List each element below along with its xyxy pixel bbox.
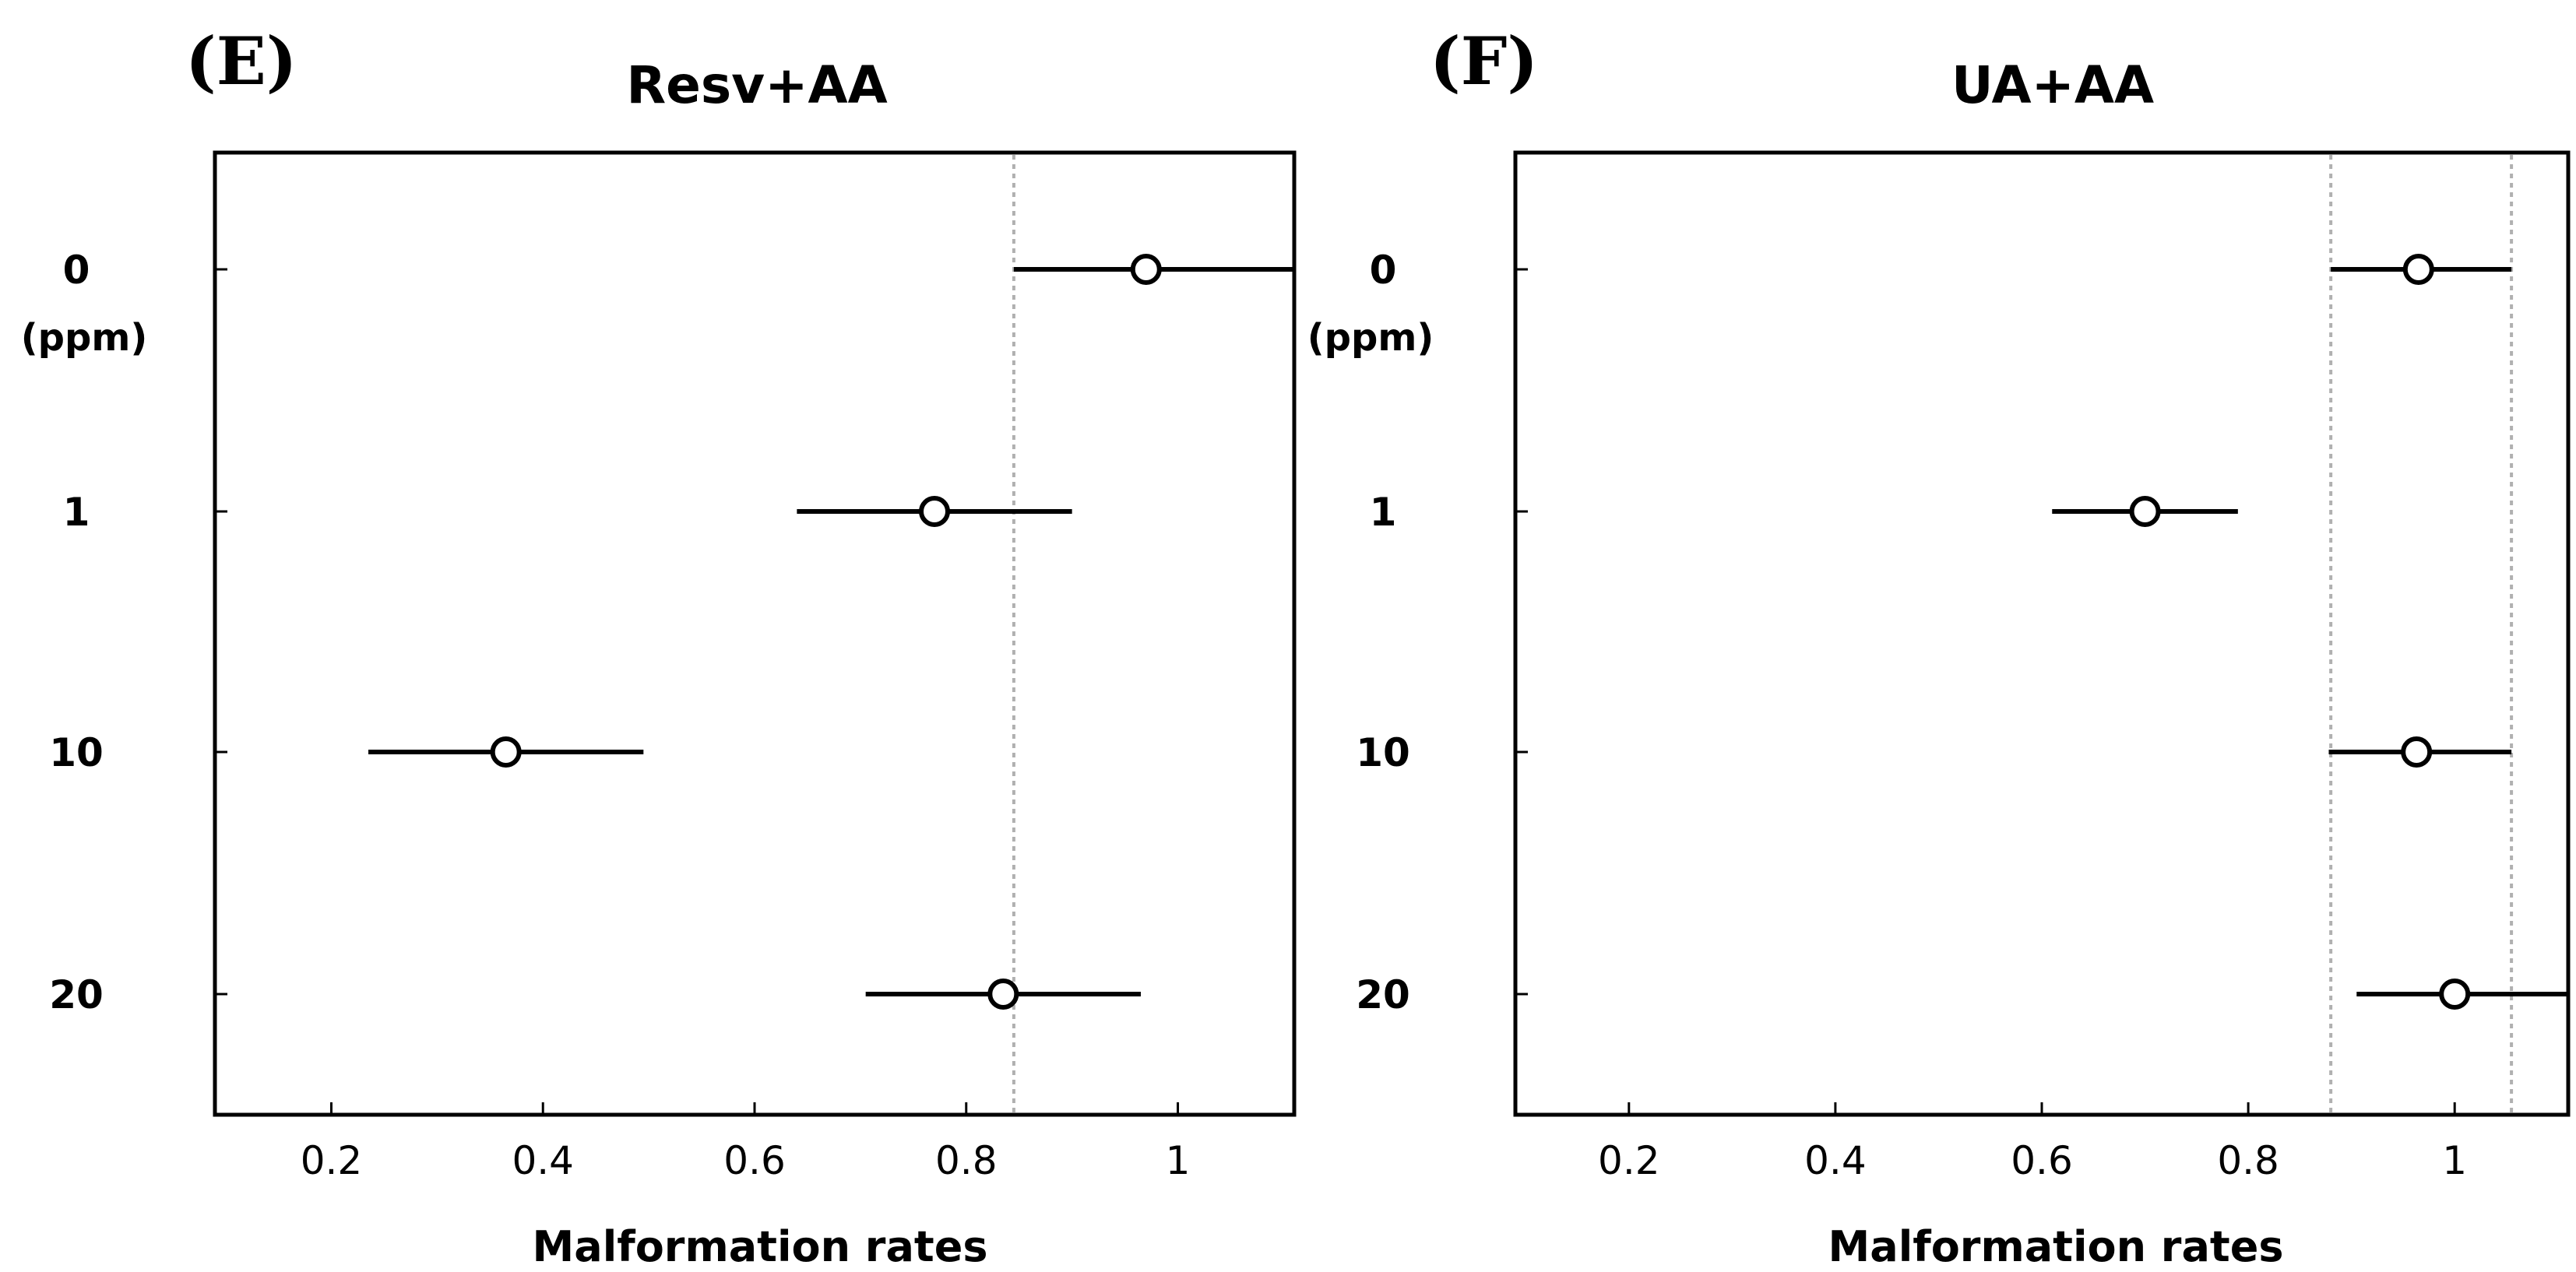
x-tick-label: 0.2	[301, 1138, 363, 1183]
point-estimate	[490, 736, 522, 768]
y-tick-label: 0	[1370, 248, 1397, 293]
x-tick-label: 0.6	[723, 1138, 786, 1183]
x-axis-title: Malformation rates	[533, 1222, 988, 1271]
x-tick-label: 0.8	[2217, 1138, 2279, 1183]
y-tick-label: 20	[1356, 972, 1410, 1017]
y-tick-label: 10	[49, 730, 104, 775]
y-axis-ticks: 0 1 10 20	[1356, 248, 1528, 1017]
x-axis-title: Malformation rates	[1828, 1222, 2284, 1271]
y-tick-label: 1	[1370, 490, 1397, 535]
data-marks	[2052, 254, 2568, 1010]
panel-f: (F) UA+AA 0 1 10 20 0.2 0.4 0.6 0.8 1 (ppm) Mal…	[1307, 23, 2571, 1271]
y-tick-label: 20	[49, 972, 104, 1017]
y-tick-label: 10	[1356, 730, 1410, 775]
x-axis-ticks: 0.2 0.4 0.6 0.8 1	[301, 1102, 1191, 1183]
y-tick-label: 0	[63, 248, 90, 293]
x-tick-label: 0.4	[512, 1138, 574, 1183]
panel-e: (E) Resv+AA 0 1 10 20 0.2 0.4 0.6 0.8 1 (ppm) M…	[21, 23, 1297, 1271]
y-unit-label: (ppm)	[21, 316, 148, 360]
y-axis-ticks: 0 1 10 20	[49, 248, 227, 1017]
x-tick-label: 0.8	[935, 1138, 998, 1183]
y-tick-label: 1	[63, 490, 90, 535]
point-estimate	[987, 979, 1019, 1010]
panel-title: UA+AA	[1951, 55, 2154, 115]
data-marks	[368, 254, 1294, 1010]
point-estimate	[2129, 496, 2161, 527]
point-estimate	[2402, 254, 2434, 285]
point-estimate	[1130, 254, 1162, 285]
x-tick-label: 0.6	[2011, 1138, 2073, 1183]
point-estimate	[919, 496, 950, 527]
x-tick-label: 0.2	[1598, 1138, 1660, 1183]
y-unit-label: (ppm)	[1307, 316, 1434, 360]
x-tick-label: 1	[1166, 1138, 1191, 1183]
panel-label: (E)	[185, 23, 297, 100]
point-estimate	[2401, 736, 2433, 768]
x-tick-label: 0.4	[1804, 1138, 1867, 1183]
x-tick-label: 1	[2442, 1138, 2467, 1183]
reference-lines	[2329, 155, 2514, 1112]
x-axis-ticks: 0.2 0.4 0.6 0.8 1	[1598, 1102, 2467, 1183]
point-estimate	[2439, 979, 2471, 1010]
panel-title: Resv+AA	[626, 55, 887, 115]
panel-label: (F)	[1430, 23, 1538, 100]
